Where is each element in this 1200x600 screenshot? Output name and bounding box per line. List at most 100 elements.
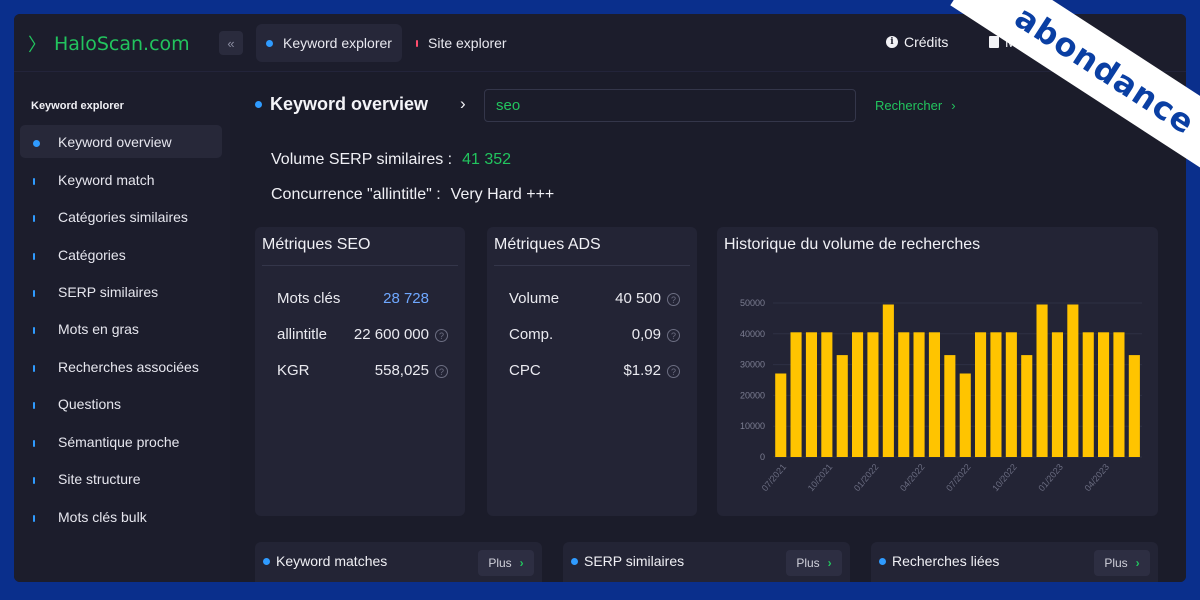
active-dot-icon: [266, 39, 273, 47]
page-title-text: Keyword overview: [270, 94, 429, 114]
sidebar-item-mots-en-gras[interactable]: Mots en gras: [20, 312, 222, 345]
chart-bar[interactable]: [1098, 332, 1110, 457]
plus-button[interactable]: Plus ›: [786, 550, 842, 576]
chart-bar[interactable]: [990, 332, 1002, 457]
chart-bar[interactable]: [805, 332, 817, 457]
x-tick-label: 01/2023: [1036, 462, 1065, 493]
chart-bar[interactable]: [775, 373, 787, 458]
tick-icon: [33, 172, 35, 188]
chart-bar[interactable]: [821, 332, 833, 457]
info-icon: i: [886, 36, 898, 48]
metric-label: KGR: [277, 362, 310, 379]
tab-site-explorer[interactable]: Site explorer: [406, 24, 517, 62]
sidebar-item-mots-cles-bulk[interactable]: Mots clés bulk: [20, 500, 222, 533]
seo-metrics-card: Métriques SEO Mots clés 28 728 allintitl…: [255, 227, 465, 516]
y-tick-label: 40000: [740, 329, 765, 339]
chart-bar[interactable]: [1128, 355, 1140, 457]
help-icon[interactable]: ?: [667, 365, 680, 378]
y-tick-label: 50000: [740, 298, 765, 308]
page-title: Keyword overview: [255, 94, 428, 115]
search-button-label: Rechercher: [875, 98, 943, 113]
metric-value[interactable]: 28 728: [383, 290, 429, 307]
chevron-right-icon: ›: [519, 556, 524, 570]
help-icon[interactable]: ?: [667, 293, 680, 306]
help-icon[interactable]: ?: [435, 329, 448, 342]
tick-icon: [33, 396, 35, 412]
plus-button[interactable]: Plus ›: [1094, 550, 1150, 576]
concurrence-label: Concurrence "allintitle" :: [271, 186, 441, 203]
keyword-matches-card: Keyword matches Plus ›: [255, 542, 542, 582]
credits-label: Crédits: [904, 34, 949, 50]
chart-bar[interactable]: [975, 332, 987, 457]
chart-bar[interactable]: [867, 332, 879, 457]
metric-row: Comp. 0,09 ?: [487, 326, 697, 346]
sidebar-item-label: Sémantique proche: [58, 433, 180, 450]
metric-row: allintitle 22 600 000 ?: [255, 326, 465, 346]
collapse-sidebar-button[interactable]: «: [219, 31, 243, 55]
plus-button[interactable]: Plus ›: [478, 550, 534, 576]
sidebar-item-label: Keyword overview: [58, 133, 172, 150]
chart-bar[interactable]: [1005, 332, 1017, 457]
tick-icon: [33, 471, 35, 487]
serp-volume-stat: Volume SERP similaires : 41 352: [271, 151, 511, 169]
chart-bar[interactable]: [852, 332, 864, 457]
tab-keyword-explorer[interactable]: Keyword explorer: [256, 24, 402, 62]
y-tick-label: 0: [760, 452, 765, 462]
chart-bar[interactable]: [928, 332, 940, 457]
sidebar-item-recherches-associees[interactable]: Recherches associées: [20, 350, 222, 383]
chart-bar[interactable]: [913, 332, 925, 457]
sidebar-item-site-structure[interactable]: Site structure: [20, 462, 222, 495]
chart-bar[interactable]: [882, 304, 894, 458]
sidebar: Keyword explorer Keyword overview Keywor…: [14, 72, 230, 582]
concurrence-value: Very Hard +++: [450, 186, 555, 203]
search-button[interactable]: Rechercher ›: [875, 98, 956, 113]
sidebar-item-semantique-proche[interactable]: Sémantique proche: [20, 425, 222, 458]
chart-bar[interactable]: [959, 373, 971, 458]
credits-button[interactable]: i Crédits: [886, 34, 948, 50]
chart-bar[interactable]: [1082, 332, 1094, 457]
chart-bar[interactable]: [944, 355, 956, 457]
sidebar-item-categories[interactable]: Catégories: [20, 238, 222, 271]
sidebar-item-questions[interactable]: Questions: [20, 387, 222, 420]
x-tick-label: 01/2022: [852, 462, 881, 493]
divider: [494, 265, 690, 266]
keyword-search-input[interactable]: [496, 97, 855, 114]
sidebar-item-categories-similaires[interactable]: Catégories similaires: [20, 200, 222, 233]
chevron-right-icon: ›: [1135, 556, 1140, 570]
logo[interactable]: 〉 HaloScan.com: [28, 31, 190, 57]
card-title: Métriques SEO: [262, 236, 371, 253]
sidebar-item-serp-similaires[interactable]: SERP similaires: [20, 275, 222, 308]
chart-bar[interactable]: [898, 332, 910, 457]
y-tick-label: 10000: [740, 421, 765, 431]
help-icon[interactable]: ?: [435, 365, 448, 378]
metric-value: 0,09: [631, 326, 661, 343]
chart-bar[interactable]: [1067, 304, 1079, 458]
metric-row: Mots clés 28 728: [255, 290, 465, 310]
metric-value: 22 600 000: [353, 326, 429, 343]
chart-bar[interactable]: [1051, 332, 1063, 457]
chart-bar[interactable]: [1113, 332, 1125, 457]
metric-value: 40 500: [615, 290, 661, 307]
sidebar-item-keyword-overview[interactable]: Keyword overview: [20, 125, 222, 158]
metric-label: Mots clés: [277, 290, 341, 307]
sidebar-item-keyword-match[interactable]: Keyword match: [20, 163, 222, 196]
card-title: Métriques ADS: [494, 236, 601, 253]
chart-bar[interactable]: [1021, 355, 1033, 457]
metric-value: $1.92: [623, 362, 661, 379]
chevron-right-icon: ›: [827, 556, 832, 570]
chart-bar[interactable]: [836, 355, 848, 457]
chart-bar[interactable]: [790, 332, 802, 457]
chart-bar[interactable]: [1036, 304, 1048, 458]
logo-text: HaloScan.com: [54, 33, 190, 55]
serp-volume-label: Volume SERP similaires :: [271, 151, 453, 168]
card-title: Keyword matches: [263, 553, 387, 569]
keyword-search-field[interactable]: [484, 89, 856, 122]
tick-icon: [33, 434, 35, 450]
plus-label: Plus: [796, 556, 820, 570]
card-title: SERP similaires: [571, 553, 684, 569]
help-icon[interactable]: ?: [667, 329, 680, 342]
concurrence-stat: Concurrence "allintitle" : Very Hard +++: [271, 186, 554, 204]
divider: [262, 265, 458, 266]
sidebar-item-label: Recherches associées: [58, 358, 199, 375]
metric-label: Comp.: [509, 326, 554, 343]
